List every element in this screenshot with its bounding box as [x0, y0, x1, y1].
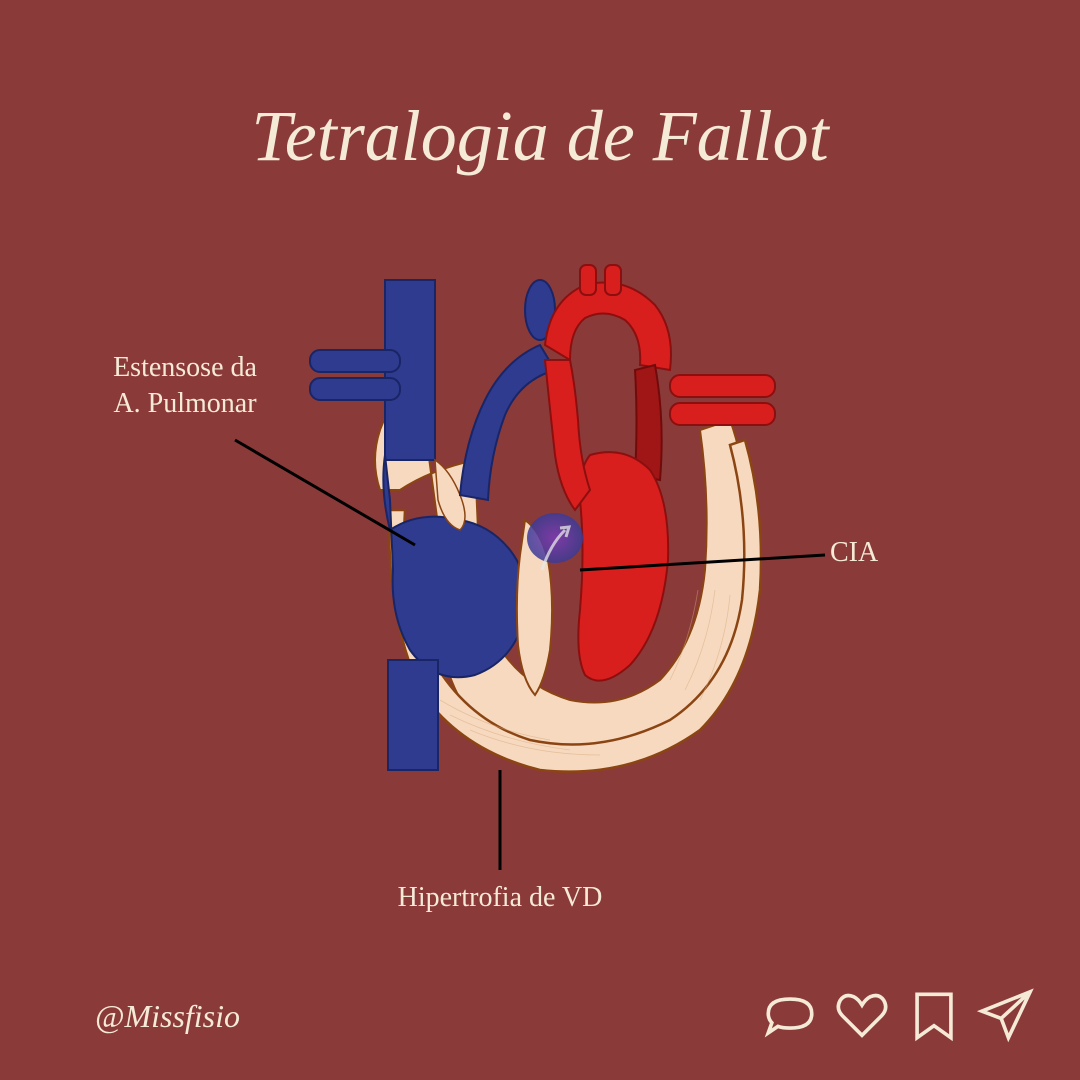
- label-hipertrofia: Hipertrofia de VD: [350, 880, 650, 916]
- page-title: Tetralogia de Fallot: [0, 95, 1080, 178]
- label-estenos-line1: Estensose da: [113, 352, 257, 383]
- comment-icon: [761, 987, 819, 1045]
- label-cia: CIA: [830, 535, 878, 571]
- social-icons: [761, 987, 1035, 1045]
- label-estenos-line2: A. Pulmonar: [113, 388, 256, 419]
- share-icon: [977, 987, 1035, 1045]
- heart-icon: [833, 987, 891, 1045]
- bookmark-icon: [905, 987, 963, 1045]
- label-estenos: Estensose da A. Pulmonar: [85, 350, 285, 423]
- heart-diagram: [290, 260, 790, 780]
- author-handle: @Missfisio: [95, 998, 240, 1035]
